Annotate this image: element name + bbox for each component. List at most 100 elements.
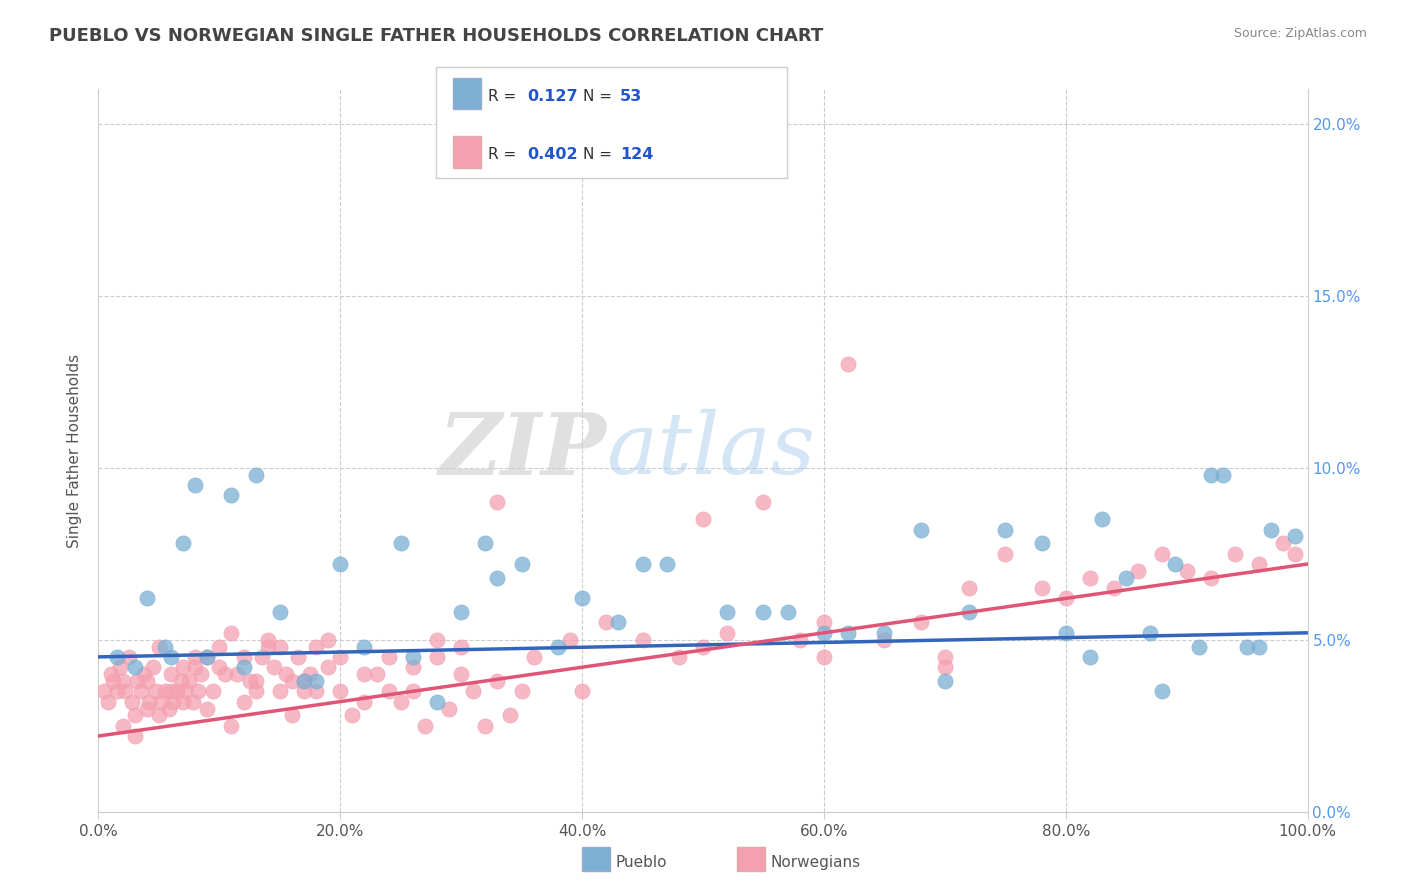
Point (263, 660, 285, 674)
Point (994, 547, 1017, 561)
Point (1091, 512, 1114, 526)
Point (184, 478, 207, 492)
Point (752, 495, 775, 509)
Point (232, 649, 254, 664)
Point (187, 684, 209, 698)
Point (172, 536, 194, 550)
Point (1284, 529, 1306, 543)
Point (353, 640, 375, 654)
Point (1199, 571, 1222, 585)
Point (413, 719, 436, 733)
Text: ZIP: ZIP (439, 409, 606, 492)
Point (402, 649, 425, 664)
Point (148, 640, 170, 654)
Text: R =: R = (488, 147, 522, 162)
Point (221, 625, 243, 640)
Point (190, 667, 212, 681)
Point (1054, 591, 1077, 606)
Point (474, 719, 496, 733)
Point (245, 673, 267, 688)
Point (450, 667, 472, 681)
Point (329, 649, 352, 664)
Point (389, 536, 412, 550)
Point (135, 591, 157, 606)
Point (124, 660, 146, 674)
Point (202, 684, 225, 698)
Point (837, 625, 859, 640)
Point (813, 615, 835, 630)
Point (994, 523, 1017, 537)
Point (813, 649, 835, 664)
Point (631, 632, 654, 647)
Point (105, 649, 128, 664)
Point (160, 649, 183, 664)
Point (153, 640, 176, 654)
Point (142, 660, 165, 674)
Point (160, 684, 183, 698)
Y-axis label: Single Father Households: Single Father Households (67, 353, 83, 548)
Point (957, 581, 980, 595)
Point (1212, 467, 1234, 482)
Point (1054, 625, 1077, 640)
Point (305, 673, 328, 688)
Point (97, 695, 120, 709)
Point (93, 684, 115, 698)
Point (934, 673, 956, 688)
Point (121, 695, 143, 709)
Point (1249, 640, 1271, 654)
Point (957, 605, 980, 619)
Point (450, 640, 472, 654)
Point (269, 605, 291, 619)
Point (1236, 640, 1258, 654)
Point (256, 632, 278, 647)
Point (281, 673, 304, 688)
Text: Pueblo: Pueblo (616, 855, 668, 870)
Point (692, 640, 714, 654)
Point (145, 684, 167, 698)
Text: N =: N = (583, 147, 617, 162)
Point (1223, 547, 1246, 561)
Text: atlas: atlas (606, 409, 815, 491)
Point (1152, 547, 1174, 561)
Point (668, 649, 690, 664)
Text: R =: R = (488, 88, 522, 103)
Point (305, 640, 328, 654)
Point (181, 695, 204, 709)
Point (426, 695, 449, 709)
Point (873, 632, 896, 647)
Point (135, 673, 157, 688)
Point (1102, 581, 1125, 595)
Point (607, 615, 630, 630)
Point (1139, 625, 1161, 640)
Point (377, 649, 399, 664)
Point (256, 640, 278, 654)
Point (169, 673, 191, 688)
Point (1031, 536, 1053, 550)
Point (208, 660, 231, 674)
Text: Norwegians: Norwegians (770, 855, 860, 870)
Point (101, 673, 124, 688)
Point (160, 667, 183, 681)
Point (118, 649, 141, 664)
Point (105, 684, 128, 698)
Point (214, 667, 236, 681)
Point (208, 640, 231, 654)
Point (245, 467, 267, 482)
Point (274, 667, 297, 681)
Point (437, 701, 460, 715)
Point (157, 701, 180, 715)
Point (292, 684, 315, 698)
Point (1078, 649, 1101, 664)
Point (281, 708, 304, 723)
Point (292, 673, 315, 688)
Point (245, 684, 267, 698)
Point (486, 673, 509, 688)
Point (287, 649, 309, 664)
Point (1188, 640, 1211, 654)
Point (474, 536, 496, 550)
Point (269, 684, 291, 698)
Point (172, 660, 194, 674)
Point (1199, 467, 1222, 482)
Point (1260, 523, 1282, 537)
Point (129, 684, 152, 698)
